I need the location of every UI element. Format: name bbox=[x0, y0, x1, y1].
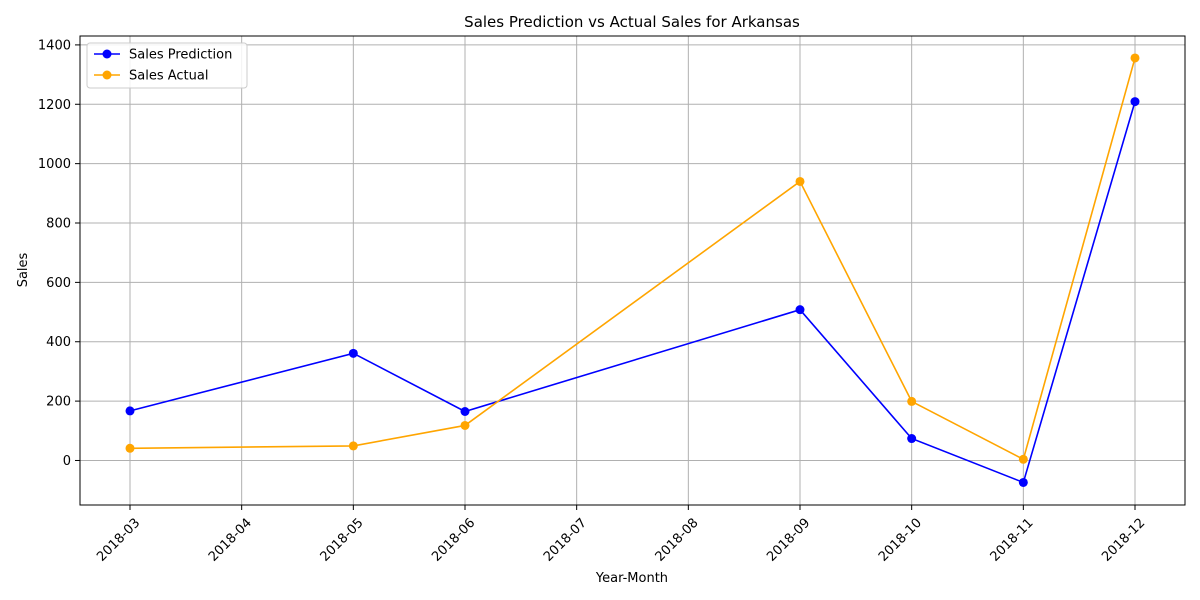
series-actual bbox=[125, 53, 1140, 464]
data-point bbox=[460, 420, 470, 430]
legend-box bbox=[86, 42, 248, 89]
data-point bbox=[460, 406, 470, 416]
x-tick-label: 2018-04 bbox=[206, 516, 255, 565]
data-point bbox=[125, 406, 135, 416]
y-tick-label: 200 bbox=[46, 395, 71, 410]
x-axis-label: Year-Month bbox=[595, 571, 668, 586]
y-tick-label: 1000 bbox=[38, 157, 71, 172]
legend-label: Sales Actual bbox=[129, 69, 208, 84]
x-tick-label: 2018-03 bbox=[94, 516, 143, 565]
legend-item: Sales Actual bbox=[94, 69, 208, 84]
y-tick-label: 0 bbox=[63, 454, 71, 469]
data-point bbox=[348, 441, 358, 451]
plot-frame bbox=[79, 35, 1186, 506]
y-tick-label: 400 bbox=[46, 335, 71, 350]
legend-label: Sales Prediction bbox=[129, 48, 232, 63]
y-tick-label: 1200 bbox=[38, 98, 71, 113]
data-point bbox=[1018, 454, 1028, 464]
x-tick-label: 2018-08 bbox=[653, 516, 702, 565]
data-point bbox=[907, 434, 917, 444]
series-prediction bbox=[125, 97, 1140, 487]
y-tick-label: 800 bbox=[46, 217, 71, 232]
x-tick-label: 2018-09 bbox=[764, 516, 813, 565]
chart-title: Sales Prediction vs Actual Sales for Ark… bbox=[464, 13, 800, 31]
y-tick-label: 1400 bbox=[38, 38, 71, 53]
data-point bbox=[125, 443, 135, 453]
series-layer bbox=[125, 53, 1140, 487]
legend: Sales Prediction Sales Actual bbox=[86, 42, 248, 89]
legend-item: Sales Prediction bbox=[94, 48, 232, 63]
x-tick-label: 2018-06 bbox=[429, 516, 478, 565]
data-point bbox=[1018, 477, 1028, 487]
x-tick-label: 2018-12 bbox=[1099, 516, 1148, 565]
series-line bbox=[129, 57, 1136, 461]
data-point bbox=[1130, 53, 1140, 63]
series-line bbox=[129, 101, 1136, 484]
x-tick-label: 2018-11 bbox=[988, 516, 1037, 565]
y-axis: 0 200 400 600 800 1000 1200 1400 bbox=[38, 38, 80, 469]
x-axis: 2018-03 2018-04 2018-05 2018-06 2018-07 2018-… bbox=[94, 505, 1148, 565]
grid bbox=[80, 36, 1185, 505]
legend-marker bbox=[102, 70, 112, 80]
y-axis-label: Sales bbox=[16, 252, 31, 287]
legend-marker bbox=[102, 49, 112, 59]
x-tick-label: 2018-07 bbox=[541, 516, 590, 565]
x-tick-label: 2018-10 bbox=[876, 516, 925, 565]
data-point bbox=[795, 176, 805, 186]
y-tick-label: 600 bbox=[46, 276, 71, 291]
data-point bbox=[348, 348, 358, 358]
data-point bbox=[907, 396, 917, 406]
data-point bbox=[795, 305, 805, 315]
x-tick-label: 2018-05 bbox=[318, 516, 367, 565]
data-point bbox=[1130, 97, 1140, 107]
